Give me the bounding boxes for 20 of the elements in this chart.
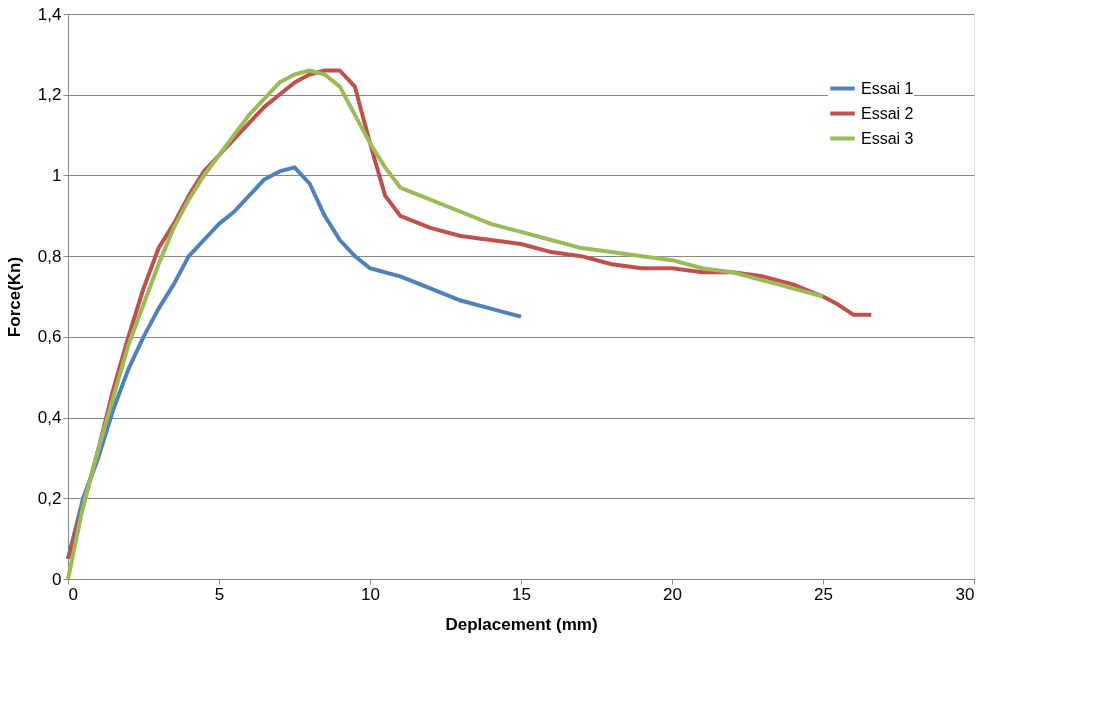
y-tick-label: 0,8 [37, 246, 62, 266]
legend-label: Essai 2 [861, 104, 914, 122]
y-tick-label: 1,2 [37, 85, 62, 105]
x-axis-title: Deplacement (mm) [445, 614, 598, 634]
legend-label: Essai 1 [861, 79, 914, 97]
y-tick-label: 0,6 [37, 327, 62, 347]
y-tick-label: 1,4 [37, 4, 62, 24]
x-tick-label: 30 [955, 584, 975, 604]
x-tick-label: 5 [214, 584, 225, 604]
x-tick-label: 25 [814, 584, 833, 604]
y-tick-label: 1 [52, 165, 62, 185]
y-tick-label: 0,2 [37, 488, 62, 508]
x-tick-label: 20 [663, 584, 682, 604]
y-axis-title: Force(Kn) [4, 256, 24, 338]
legend-label: Essai 3 [861, 129, 914, 147]
x-tick-label: 0 [68, 584, 78, 604]
y-tick-label: 0,4 [37, 408, 62, 428]
y-tick-label: 0 [52, 569, 62, 589]
x-tick-label: 15 [512, 584, 531, 604]
x-tick-label: 10 [361, 584, 380, 604]
